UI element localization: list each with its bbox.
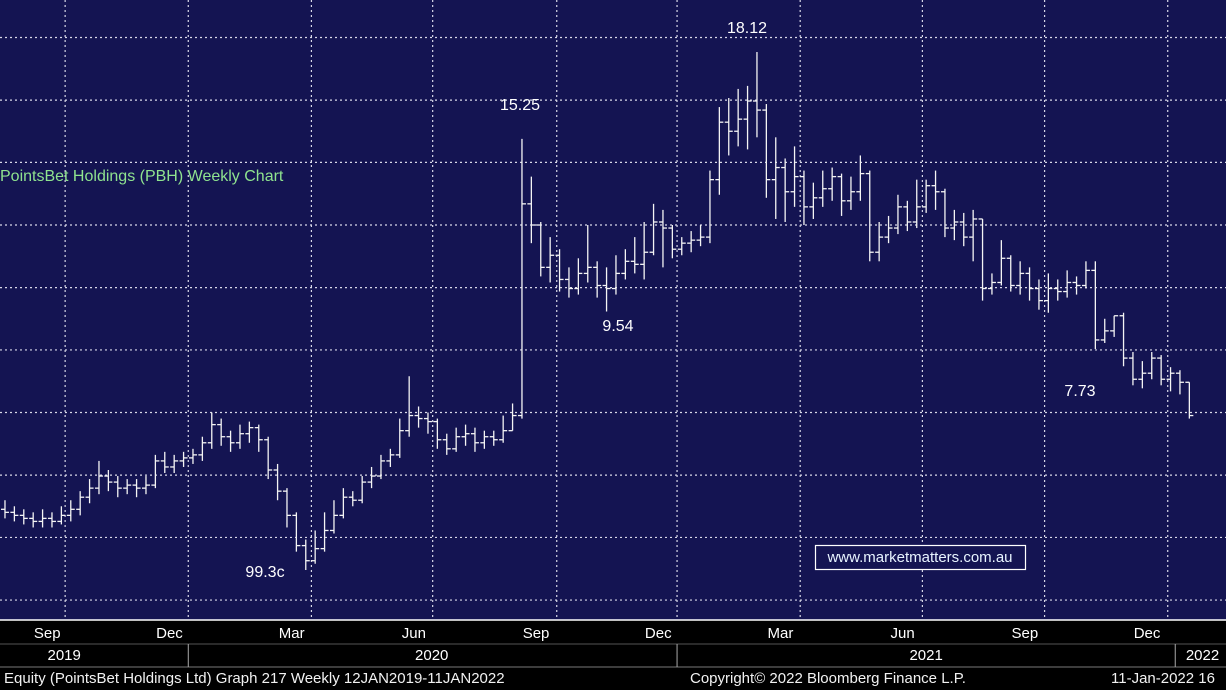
x-tick-label: Sep <box>523 625 550 642</box>
plot-background <box>0 0 1226 620</box>
x-tick-label: Dec <box>645 625 672 642</box>
x-tick-label: Dec <box>156 625 183 642</box>
watermark: www.marketmatters.com.au <box>814 544 1027 571</box>
watermark-text: www.marketmatters.com.au <box>826 549 1012 566</box>
year-label: 2021 <box>909 647 942 664</box>
footer-right: 11-Jan-2022 16 <box>1111 670 1215 687</box>
axis-background <box>0 620 1226 690</box>
annotation: 7.73 <box>1064 383 1095 400</box>
annotation: 15.25 <box>500 97 540 114</box>
annotation: 99.3c <box>245 564 284 581</box>
grid <box>0 0 1226 620</box>
x-tick-label: Sep <box>1011 625 1038 642</box>
bars <box>0 52 1194 571</box>
x-tick-label: Dec <box>1134 625 1161 642</box>
year-label: 2019 <box>48 647 81 664</box>
x-tick-label: Jun <box>402 625 426 642</box>
watermark-box <box>814 544 1027 571</box>
x-axis: Sep Dec Mar Jun Sep Dec Mar Jun Sep Dec 2019 2020 20… <box>0 619 1226 668</box>
x-tick-label: Mar <box>279 625 305 642</box>
x-tick-label: Sep <box>34 625 61 642</box>
chart-title: PointsBet Holdings (PBH) Weekly Chart <box>0 168 284 185</box>
annotation: 18.12 <box>727 20 767 37</box>
footer-center: Copyright© 2022 Bloomberg Finance L.P. <box>690 670 966 687</box>
year-label: 2020 <box>415 647 448 664</box>
x-tick-label: Jun <box>891 625 915 642</box>
x-tick-label: Mar <box>768 625 794 642</box>
footer-left: Equity (PointsBet Holdings Ltd) Graph 21… <box>4 670 505 687</box>
year-label: 2022 <box>1186 647 1219 664</box>
annotation: 9.54 <box>602 318 633 335</box>
